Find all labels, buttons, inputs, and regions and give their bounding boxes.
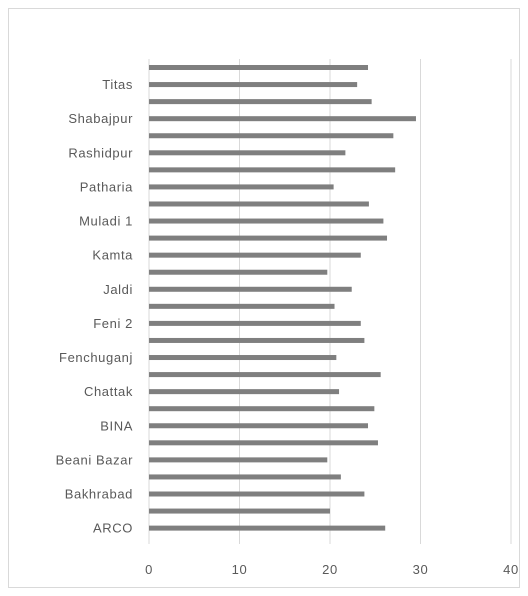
bar [149,320,361,326]
bar [149,508,330,514]
bar [149,82,358,88]
category-label: Titas [102,77,133,92]
x-tick-label: 40 [503,562,519,577]
bar [149,286,352,292]
chart-area: Titas Shabajpur Rashidpur Patharia Muladi 1 K… [8,8,520,588]
bar [149,372,381,378]
bar [149,235,388,241]
bar [149,355,337,361]
bar [149,218,384,224]
bar [149,303,335,309]
bar [149,133,394,139]
bar [149,116,416,122]
category-label: Bakhrabad [65,487,133,502]
x-tick-label: 20 [322,562,338,577]
category-label: Fenchuganj [59,350,133,365]
category-labels: Titas Shabajpur Rashidpur Patharia Muladi 1 K… [56,77,133,536]
x-axis-tick-labels: 0 10 20 30 40 [145,562,519,577]
category-label: Beani Bazar [56,452,133,467]
bar [149,474,341,480]
category-label: Muladi 1 [79,214,133,229]
x-tick-label: 30 [413,562,429,577]
x-tick-label: 0 [145,562,153,577]
category-label: Jaldi [103,282,133,297]
bar [149,406,375,412]
bar [149,389,340,395]
bar [149,337,365,343]
bar [149,65,369,70]
bar [149,269,328,275]
gridlines [148,59,512,544]
bar [149,150,346,156]
bar [149,491,365,497]
bar [149,525,386,531]
x-tick-label: 10 [232,562,248,577]
bar [149,167,396,173]
bar [149,99,372,105]
bar [149,184,334,190]
category-label: BINA [100,418,133,433]
bar [149,252,361,258]
category-label: Chattak [84,384,133,399]
category-label: ARCO [93,521,133,536]
category-label: Shabajpur [68,111,133,126]
category-label: Kamta [92,248,133,263]
bar [149,201,369,207]
bar [149,440,378,446]
horizontal-bar-chart: Titas Shabajpur Rashidpur Patharia Muladi 1 K… [56,59,519,577]
category-label: Rashidpur [68,145,133,160]
category-label: Patharia [80,179,133,194]
bar [149,457,328,463]
bar [149,423,369,429]
category-label: Feni 2 [93,316,133,331]
bars [149,65,416,531]
